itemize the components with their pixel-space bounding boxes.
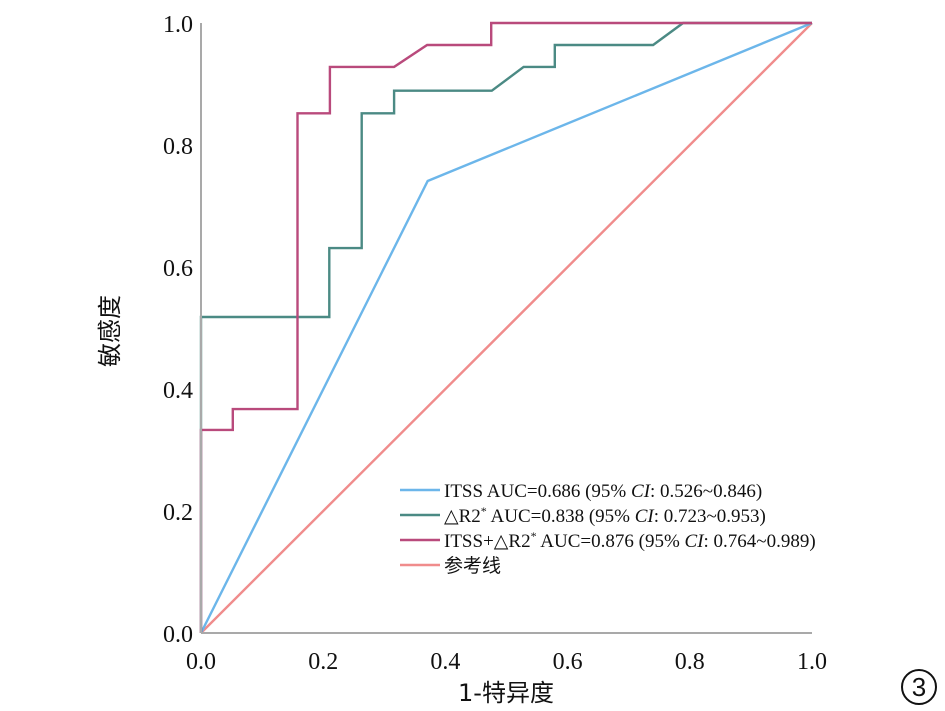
panel-label-text: 3 [912,672,926,702]
y-tick-label: 0.6 [163,256,193,282]
series-line-itss [199,21,813,634]
series-line-delta-r2star [199,21,812,633]
legend: ITSS AUC=0.686 (95% CI: 0.526~0.846)△R2*… [400,481,816,577]
legend-item-itss-plus-delta-r2star: ITSS+△R2* AUC=0.876 (95% CI: 0.764~0.989… [400,529,816,552]
x-axis-title: 1-特异度 [458,679,554,707]
panel-label-circle [901,669,937,705]
series-line-itss-plus-delta-r2star [199,21,812,633]
legend-label: 参考线 [444,555,501,577]
legend-item-reference: 参考线 [400,555,501,577]
legend-label: ITSS AUC=0.686 (95% CI: 0.526~0.846) [444,481,762,502]
x-tick-label: 0.0 [186,649,216,675]
y-tick-label: 0.2 [163,500,193,526]
x-tick-label: 0.6 [553,649,583,675]
y-tick-label: 0.8 [163,134,193,160]
series-line-reference [200,22,813,634]
series-layer [199,21,813,634]
legend-label: ITSS+△R2* AUC=0.876 (95% CI: 0.764~0.989… [444,529,816,552]
x-tick-label: 0.8 [675,649,705,675]
legend-item-itss: ITSS AUC=0.686 (95% CI: 0.526~0.846) [400,481,762,502]
y-tick-label: 1.0 [163,12,193,38]
x-tick-label: 1.0 [797,649,827,675]
legend-item-delta-r2star: △R2* AUC=0.838 (95% CI: 0.723~0.953) [400,504,766,527]
axes-layer [200,23,812,634]
legend-label: △R2* AUC=0.838 (95% CI: 0.723~0.953) [444,504,766,527]
y-axis-title: 敏感度 [96,295,124,367]
y-tick-label: 0.4 [163,378,193,404]
y-tick-label: 0.0 [163,622,193,648]
panel-label: 3 [901,669,937,705]
ticks-layer: 0.0 0.2 0.4 0.6 0.8 1.0 0.0 0.2 0.4 0.6 0.8 1.0 [163,12,827,675]
x-tick-label: 0.4 [430,649,460,675]
x-tick-label: 0.2 [308,649,338,675]
